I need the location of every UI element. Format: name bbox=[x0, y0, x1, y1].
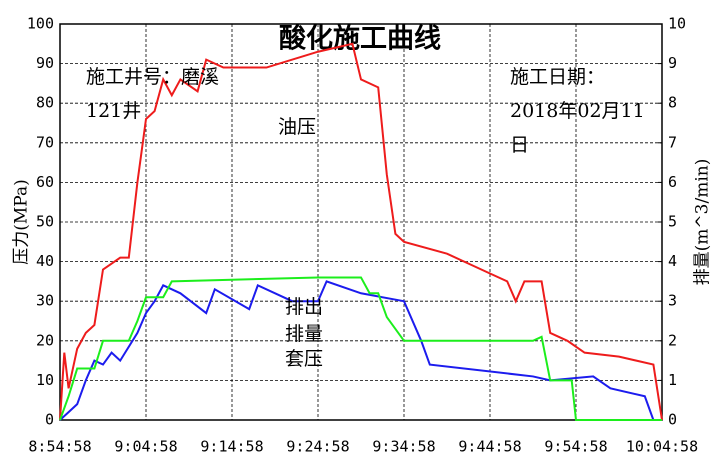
annotation: 施工井号：磨溪 bbox=[86, 66, 219, 88]
chart-title: 酸化施工曲线 bbox=[279, 24, 441, 55]
annotation: 油压 bbox=[278, 116, 316, 138]
y2-tick-label: 8 bbox=[668, 94, 677, 112]
x-tick-label: 9:24:58 bbox=[286, 438, 349, 456]
y2-tick-label: 2 bbox=[668, 331, 677, 349]
x-tick-label: 9:44:58 bbox=[458, 438, 521, 456]
y-tick-label: 10 bbox=[36, 371, 54, 389]
y2-tick-label: 10 bbox=[668, 15, 686, 33]
series-line bbox=[59, 280, 655, 421]
y2-tick-label: 4 bbox=[668, 252, 677, 270]
annotation: 日 bbox=[510, 134, 529, 156]
y-tick-label: 90 bbox=[36, 54, 54, 72]
y-tick-label: 70 bbox=[36, 133, 54, 151]
annotation: 套压 bbox=[285, 348, 323, 370]
y2-tick-label: 3 bbox=[668, 292, 677, 310]
y2-axis-label: 排量(m^3/min) bbox=[693, 159, 713, 286]
y2-tick-label: 0 bbox=[668, 411, 677, 429]
annotation: 121井 bbox=[86, 100, 141, 122]
annotation: 2018年02月11 bbox=[510, 100, 645, 122]
y-tick-label: 40 bbox=[36, 252, 54, 270]
y-tick-label: 20 bbox=[36, 331, 54, 349]
y-tick-label: 60 bbox=[36, 173, 54, 191]
annotation: 排量 bbox=[285, 323, 323, 345]
x-tick-label: 9:54:58 bbox=[544, 438, 607, 456]
y2-tick-label: 6 bbox=[668, 173, 677, 191]
annotation: 施工日期： bbox=[510, 66, 605, 88]
y2-tick-label: 1 bbox=[668, 371, 677, 389]
y-tick-label: 30 bbox=[36, 292, 54, 310]
x-tick-label: 8:54:58 bbox=[28, 438, 91, 456]
y-tick-label: 100 bbox=[27, 15, 54, 33]
x-tick-label: 9:04:58 bbox=[114, 438, 177, 456]
y2-tick-label: 5 bbox=[668, 213, 677, 231]
x-tick-label: 10:04:58 bbox=[626, 438, 698, 456]
y-tick-label: 80 bbox=[36, 94, 54, 112]
annotation: 排出 bbox=[285, 296, 323, 318]
series-line bbox=[59, 276, 662, 421]
x-tick-label: 9:14:58 bbox=[200, 438, 263, 456]
x-tick-label: 9:34:58 bbox=[372, 438, 435, 456]
y2-tick-label: 7 bbox=[668, 133, 677, 151]
y-axis-label: 压力(MPa) bbox=[12, 179, 32, 264]
y2-tick-label: 9 bbox=[668, 54, 677, 72]
series-line bbox=[59, 42, 663, 421]
y-tick-label: 50 bbox=[36, 213, 54, 231]
y-tick-label: 0 bbox=[45, 411, 54, 429]
